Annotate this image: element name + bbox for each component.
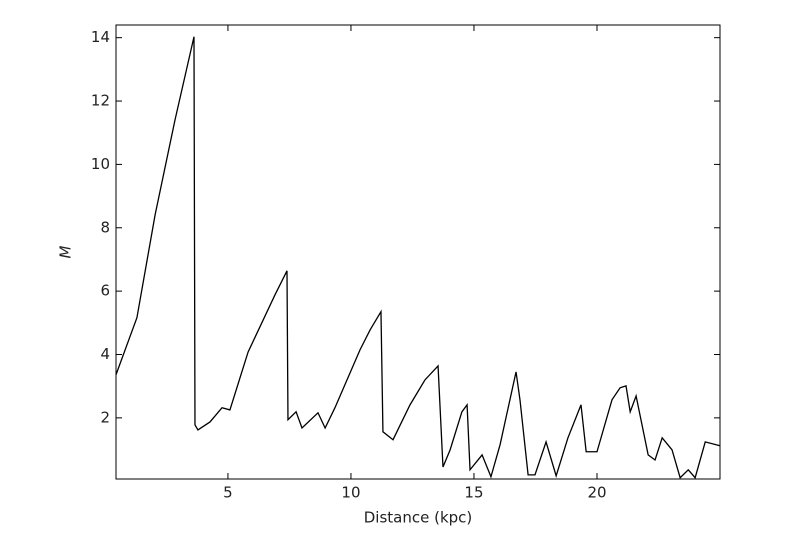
plot-frame xyxy=(115,24,721,480)
y-tick-label: 4 xyxy=(100,345,110,363)
y-tick-label: 14 xyxy=(91,28,110,46)
x-axis-label: Distance (kpc) xyxy=(364,509,473,527)
y-tick-label: 10 xyxy=(91,155,110,173)
y-tick-label: 2 xyxy=(100,408,110,426)
y-tick-label: 6 xyxy=(100,282,110,300)
x-tick-label: 5 xyxy=(223,484,233,502)
x-tick-label: 15 xyxy=(464,484,483,502)
y-axis-label: M xyxy=(57,245,75,258)
x-tick-label: 20 xyxy=(587,484,606,502)
y-tick-label: 8 xyxy=(100,218,110,236)
line-series xyxy=(115,36,721,480)
x-tick-label: 10 xyxy=(341,484,360,502)
y-tick-label: 12 xyxy=(91,92,110,110)
